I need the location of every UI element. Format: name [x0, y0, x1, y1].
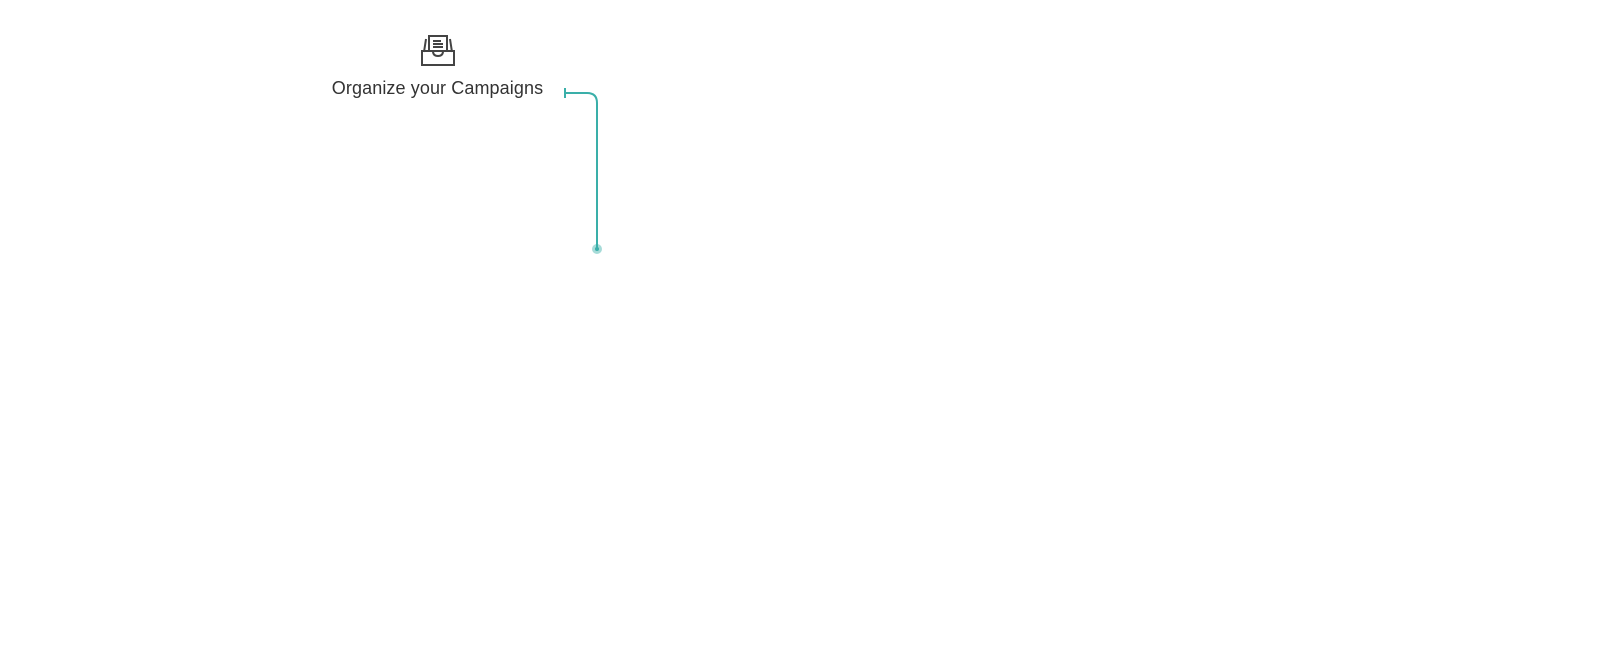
feature-organize-campaigns: Organize your Campaigns — [300, 34, 575, 99]
feature-title: Organize your Campaigns — [331, 78, 544, 98]
connector-line — [564, 88, 602, 254]
inbox-tray-icon — [420, 35, 455, 66]
